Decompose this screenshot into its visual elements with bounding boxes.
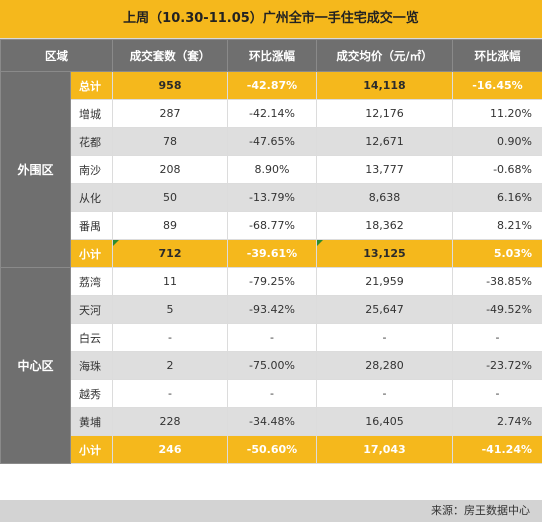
header-region: 区域 (0, 39, 113, 72)
price-cell: - (316, 323, 453, 352)
table-row: 花都 78 -47.65% 12,671 0.90% (1, 127, 542, 156)
units-change-cell: -68.77% (227, 211, 317, 240)
price-cell: 12,176 (316, 99, 453, 128)
district-cell: 黄埔 (70, 407, 113, 436)
table-row: 外围区 总计 958 -42.87% 14,118 -16.45% (0, 71, 542, 268)
header-price-change: 环比涨幅 (452, 39, 542, 72)
table-row: 中心区 荔湾 11 -79.25% 21,959 -38.85% (0, 267, 542, 464)
units-cell: - (112, 379, 228, 408)
price-cell: - (316, 379, 453, 408)
units-cell: 712 (112, 239, 228, 268)
price-cell: 18,362 (316, 211, 453, 240)
table-row: 越秀 - - - - (1, 379, 542, 408)
region-label-outer: 外围区 (0, 71, 71, 268)
district-cell: 海珠 (70, 351, 113, 380)
price-cell: 12,671 (316, 127, 453, 156)
units-change-cell: -39.61% (227, 239, 317, 268)
price-change-cell: -38.85% (452, 267, 542, 296)
price-change-cell: -41.24% (452, 435, 542, 464)
price-cell: 16,405 (316, 407, 453, 436)
units-change-cell: -34.48% (227, 407, 317, 436)
table-row: 天河 5 -93.42% 25,647 -49.52% (1, 295, 542, 324)
district-cell: 花都 (70, 127, 113, 156)
header-row: 区域 成交套数（套） 环比涨幅 成交均价（元/㎡） 环比涨幅 (0, 39, 542, 72)
district-cell: 荔湾 (70, 267, 113, 296)
units-cell: 78 (112, 127, 228, 156)
district-cell: 从化 (70, 183, 113, 212)
units-cell: 287 (112, 99, 228, 128)
price-change-cell: -0.68% (452, 155, 542, 184)
region-label-central: 中心区 (0, 267, 71, 464)
district-cell: 天河 (70, 295, 113, 324)
units-cell: 5 (112, 295, 228, 324)
table-row: 黄埔 228 -34.48% 16,405 2.74% (1, 407, 542, 436)
units-cell: 2 (112, 351, 228, 380)
units-cell: 208 (112, 155, 228, 184)
price-cell: 13,125 (316, 239, 453, 268)
table-row: 小计 712 -39.61% 13,125 5.03% (1, 239, 542, 268)
units-change-cell: -47.65% (227, 127, 317, 156)
units-change-cell: - (227, 323, 317, 352)
units-change-cell: - (227, 379, 317, 408)
district-cell: 白云 (70, 323, 113, 352)
table-title: 上周（10.30-11.05）广州全市一手住宅成交一览 (0, 0, 542, 39)
district-cell: 小计 (70, 435, 113, 464)
price-cell: 13,777 (316, 155, 453, 184)
header-price: 成交均价（元/㎡） (316, 39, 453, 72)
price-change-cell: - (452, 379, 542, 408)
price-change-cell: 6.16% (452, 183, 542, 212)
table-row: 从化 50 -13.79% 8,638 6.16% (1, 183, 542, 212)
district-cell: 总计 (70, 71, 113, 100)
table-row: 增城 287 -42.14% 12,176 11.20% (1, 99, 542, 128)
units-change-cell: -13.79% (227, 183, 317, 212)
district-cell: 越秀 (70, 379, 113, 408)
table-row: 番禺 89 -68.77% 18,362 8.21% (1, 211, 542, 240)
price-cell: 28,280 (316, 351, 453, 380)
units-cell: 89 (112, 211, 228, 240)
units-cell: 11 (112, 267, 228, 296)
table-row: 小计 246 -50.60% 17,043 -41.24% (1, 435, 542, 464)
units-change-cell: -79.25% (227, 267, 317, 296)
header-units: 成交套数（套） (112, 39, 228, 72)
units-cell: 246 (112, 435, 228, 464)
price-cell: 8,638 (316, 183, 453, 212)
price-cell: 17,043 (316, 435, 453, 464)
units-change-cell: 8.90% (227, 155, 317, 184)
units-change-cell: -93.42% (227, 295, 317, 324)
price-change-cell: 0.90% (452, 127, 542, 156)
header-units-change: 环比涨幅 (227, 39, 317, 72)
district-cell: 小计 (70, 239, 113, 268)
district-cell: 番禺 (70, 211, 113, 240)
table-row: 白云 - - - - (1, 323, 542, 352)
price-change-cell: 2.74% (452, 407, 542, 436)
price-change-cell: - (452, 323, 542, 352)
units-change-cell: -42.14% (227, 99, 317, 128)
units-change-cell: -75.00% (227, 351, 317, 380)
units-cell: 958 (112, 71, 228, 100)
price-change-cell: 5.03% (452, 239, 542, 268)
price-change-cell: -49.52% (452, 295, 542, 324)
price-change-cell: 11.20% (452, 99, 542, 128)
units-cell: 228 (112, 407, 228, 436)
table-row: 海珠 2 -75.00% 28,280 -23.72% (1, 351, 542, 380)
table-row: 南沙 208 8.90% 13,777 -0.68% (1, 155, 542, 184)
source-note: 来源：房王数据中心 (0, 500, 542, 522)
units-cell: 50 (112, 183, 228, 212)
units-change-cell: -50.60% (227, 435, 317, 464)
price-cell: 25,647 (316, 295, 453, 324)
units-change-cell: -42.87% (227, 71, 317, 100)
price-cell: 21,959 (316, 267, 453, 296)
price-cell: 14,118 (316, 71, 453, 100)
units-cell: - (112, 323, 228, 352)
district-cell: 增城 (70, 99, 113, 128)
price-change-cell: -16.45% (452, 71, 542, 100)
price-change-cell: -23.72% (452, 351, 542, 380)
price-change-cell: 8.21% (452, 211, 542, 240)
sales-table: 区域 成交套数（套） 环比涨幅 成交均价（元/㎡） 环比涨幅 外围区 总计 95… (0, 39, 542, 464)
district-cell: 南沙 (70, 155, 113, 184)
